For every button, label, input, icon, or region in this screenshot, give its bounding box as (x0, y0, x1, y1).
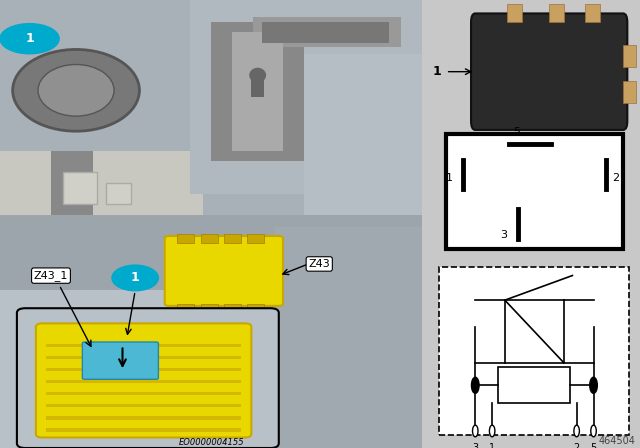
Ellipse shape (13, 49, 140, 131)
Text: 3: 3 (472, 443, 478, 448)
Bar (211, 22, 304, 161)
Text: 464504: 464504 (599, 436, 636, 446)
Bar (0, 151, 203, 215)
Bar (549, 4, 564, 22)
Bar (505, 300, 564, 363)
Bar (177, 234, 195, 243)
Circle shape (589, 377, 597, 393)
Bar (47, 368, 241, 371)
Bar (253, 17, 401, 47)
Bar (63, 172, 97, 204)
FancyBboxPatch shape (164, 236, 283, 306)
Text: 5: 5 (513, 127, 520, 137)
Bar (252, 71, 264, 97)
Circle shape (112, 265, 159, 291)
Text: Z43: Z43 (308, 259, 330, 269)
Bar (232, 32, 283, 151)
Ellipse shape (249, 68, 266, 83)
FancyBboxPatch shape (17, 308, 279, 448)
Text: 3: 3 (500, 230, 508, 240)
Bar (247, 234, 264, 243)
Circle shape (0, 24, 59, 54)
Text: 1: 1 (489, 443, 495, 448)
Bar (47, 404, 241, 408)
Text: 1: 1 (433, 65, 442, 78)
Bar (275, 227, 422, 448)
Circle shape (490, 425, 495, 437)
Bar (445, 134, 623, 249)
Bar (247, 304, 264, 313)
Circle shape (591, 425, 596, 437)
FancyBboxPatch shape (471, 13, 627, 130)
Bar (499, 367, 570, 403)
Bar (262, 22, 388, 43)
Bar (106, 183, 131, 204)
Text: 5: 5 (591, 443, 596, 448)
FancyBboxPatch shape (83, 342, 159, 379)
Bar (201, 304, 218, 313)
Bar (47, 380, 241, 383)
FancyBboxPatch shape (36, 323, 252, 438)
Text: 2: 2 (612, 173, 620, 183)
Bar (224, 304, 241, 313)
Bar (190, 0, 422, 194)
Bar (47, 416, 241, 420)
Bar (47, 428, 241, 432)
Bar (585, 4, 600, 22)
Ellipse shape (38, 65, 114, 116)
Bar (440, 267, 630, 435)
Bar (47, 344, 241, 347)
Circle shape (472, 425, 478, 437)
Text: 1: 1 (445, 173, 452, 183)
Bar (623, 45, 636, 67)
Text: Z43_1: Z43_1 (34, 270, 68, 281)
Bar (224, 234, 241, 243)
Text: 1: 1 (25, 32, 34, 45)
Circle shape (574, 425, 579, 437)
Bar (201, 234, 218, 243)
Circle shape (472, 377, 479, 393)
Bar (177, 304, 195, 313)
Text: 1: 1 (131, 271, 140, 284)
Bar (47, 356, 241, 359)
Text: EO0000004155: EO0000004155 (179, 438, 244, 447)
Bar (47, 392, 241, 395)
Bar (507, 4, 522, 22)
Bar (51, 151, 93, 215)
Bar (623, 81, 636, 103)
Bar (0, 289, 203, 448)
Text: 2: 2 (573, 443, 580, 448)
Bar (304, 54, 422, 215)
